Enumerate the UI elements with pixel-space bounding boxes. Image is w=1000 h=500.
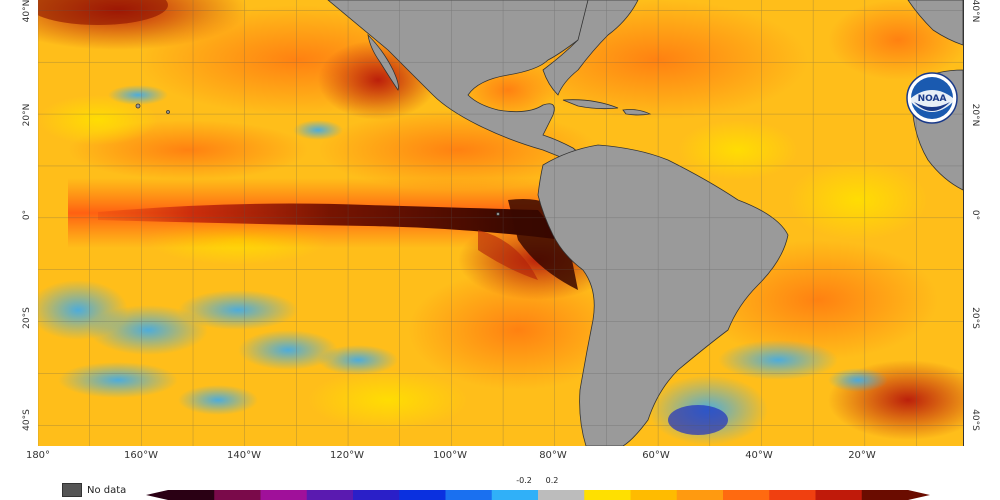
colorbar-max-extend bbox=[908, 490, 930, 500]
lat-label-right-0: 0° bbox=[970, 209, 980, 221]
colorbar-segment bbox=[306, 490, 354, 500]
lat-label-right-40s: 40°S bbox=[970, 409, 980, 431]
cold-patches bbox=[38, 85, 888, 445]
no-data-swatch bbox=[62, 483, 82, 497]
graticule bbox=[38, 0, 963, 446]
colorbar-min-extend bbox=[146, 490, 168, 500]
colorbar-segment bbox=[676, 490, 724, 500]
colorbar-segment bbox=[168, 490, 215, 500]
colorbar-segment bbox=[861, 490, 909, 500]
colorbar-tick-pos: 0.2 bbox=[545, 476, 559, 485]
lon-label-40w: 40°W bbox=[745, 450, 773, 461]
colorbar-segment bbox=[353, 490, 400, 500]
colorbar-segment bbox=[399, 490, 446, 500]
colorbar bbox=[146, 490, 930, 500]
colorbar-segment bbox=[630, 490, 678, 500]
north-america bbox=[327, 0, 594, 171]
land bbox=[135, 0, 963, 446]
colorbar-segment bbox=[538, 490, 585, 500]
colorbar-segment bbox=[214, 490, 261, 500]
lat-label-40s: 40°S bbox=[22, 409, 32, 431]
lat-label-0: 0° bbox=[22, 209, 32, 221]
map-canvas bbox=[38, 0, 963, 446]
lon-label-160w: 160°W bbox=[124, 450, 158, 461]
lat-label-40n: 40°N bbox=[22, 0, 32, 23]
equatorial-core bbox=[98, 203, 563, 240]
lat-label-right-20s: 20°S bbox=[970, 307, 980, 329]
colorbar-segment bbox=[260, 490, 308, 500]
lat-label-right-40n: 40°N bbox=[970, 0, 980, 23]
sst-anomaly-map[interactable] bbox=[38, 0, 964, 446]
lat-label-right-20n: 20°N bbox=[970, 103, 980, 127]
south-america bbox=[537, 144, 789, 446]
colorbar-segment bbox=[723, 490, 770, 500]
colorbar-segment bbox=[815, 490, 863, 500]
lon-label-180: 180° bbox=[25, 450, 51, 461]
lon-label-80w: 80°W bbox=[539, 450, 567, 461]
lon-label-140w: 140°W bbox=[227, 450, 261, 461]
colorbar-tick-neg: -0.2 bbox=[516, 476, 532, 485]
lat-label-20s: 20°S bbox=[22, 307, 32, 329]
lon-label-100w: 100°W bbox=[433, 450, 467, 461]
lon-label-120w: 120°W bbox=[330, 450, 364, 461]
colorbar-segment bbox=[584, 490, 631, 500]
colorbar-segment bbox=[769, 490, 816, 500]
no-data-legend: No data bbox=[62, 483, 126, 497]
noaa-logo-text: NOAA bbox=[918, 94, 947, 104]
no-data-label: No data bbox=[87, 484, 127, 496]
noaa-logo: NOAA bbox=[906, 72, 958, 124]
lat-label-20n: 20°N bbox=[22, 103, 32, 127]
colorbar-segment bbox=[491, 490, 539, 500]
colorbar-segment bbox=[445, 490, 493, 500]
lon-label-20w: 20°W bbox=[848, 450, 876, 461]
lon-label-60w: 60°W bbox=[642, 450, 670, 461]
iberia bbox=[907, 0, 963, 46]
